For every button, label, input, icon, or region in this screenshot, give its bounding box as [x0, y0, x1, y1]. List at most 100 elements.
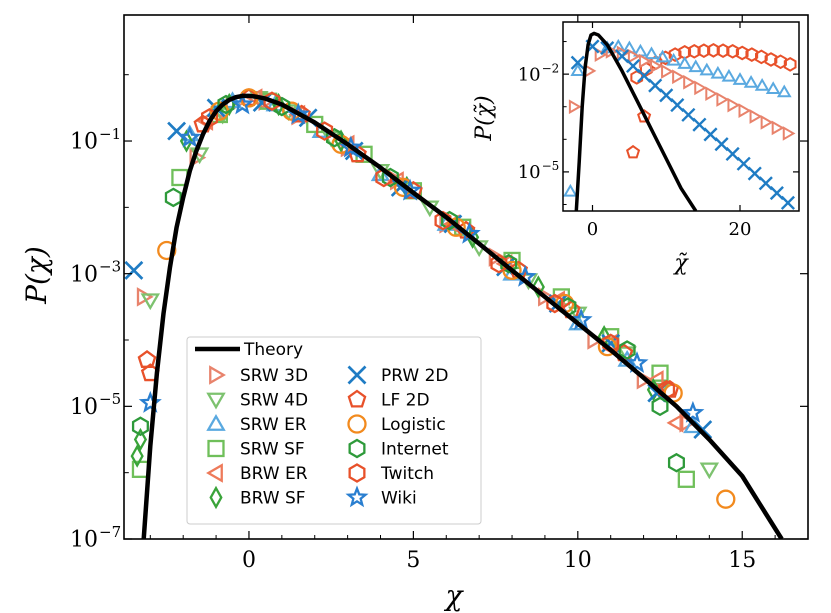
inset-x-tick-label-1: 20	[729, 219, 752, 240]
legend-entry-internet: Internet	[348, 438, 449, 460]
inset-srw-3d-point-16	[749, 109, 763, 124]
legend-swatch-internet-point-0	[348, 438, 366, 459]
inset-srw-3d-point-12	[705, 86, 719, 102]
main-y-tick-label-2: 10−3	[70, 257, 121, 287]
legend-swatch-srw-4d-point-0	[206, 392, 226, 410]
legend-label-wiki: Wiki	[381, 489, 417, 509]
inset-srw-er-point-7	[655, 49, 670, 63]
inset-prw-2d-point-17	[769, 186, 784, 201]
main-brw-sf-point-1	[133, 427, 148, 452]
main-internet-point-10	[651, 396, 669, 417]
legend-label-srw-4d: SRW 4D	[240, 391, 308, 411]
main-srw-4d-point-0	[140, 293, 161, 311]
inset-srw-3d-point-9	[672, 69, 685, 85]
legend-entry-brw-er: BRW ER	[206, 463, 308, 484]
legend-swatch-srw-3d-point-0	[209, 365, 226, 385]
inset-twitch-point-13	[755, 49, 768, 65]
inset-prw-2d-point-6	[648, 78, 663, 93]
legend-swatch-brw-sf-point-0	[209, 485, 223, 510]
inset-plot-area	[563, 31, 797, 211]
main-x-tick-label-0: 0	[242, 548, 256, 573]
main-internet-point-9	[618, 340, 636, 360]
main-srw-3d-point-9	[488, 247, 506, 267]
main-wiki-point-0	[138, 390, 162, 413]
inset-prw-2d-point-11	[703, 127, 718, 142]
inset-prw-2d-point-16	[758, 176, 773, 191]
legend-entry-lf-2d: LF 2D	[347, 389, 430, 411]
inset-prw-2d-point-4	[626, 58, 641, 74]
inset-y-tick-label-1: 10−2	[518, 61, 560, 85]
main-y-axis-label: P(χ)	[20, 246, 53, 305]
inset-srw-er-point-18	[776, 84, 792, 98]
main-theory-curve	[141, 93, 784, 539]
main-internet-point-11	[667, 452, 685, 473]
inset-srw-er-point-11	[699, 62, 715, 76]
inset-srw-3d-point-15	[738, 103, 752, 119]
inset-srw-er-point-15	[743, 75, 759, 88]
inset-srw-3d-point-10	[683, 74, 696, 90]
inset-prw-2d-point-10	[692, 117, 707, 132]
main-internet-point-0	[131, 416, 149, 437]
legend-entry-wiki: Wiki	[345, 485, 417, 509]
legend-label-lf-2d: LF 2D	[381, 391, 430, 411]
inset-frame	[562, 21, 800, 212]
inset-srw-er-point-14	[732, 72, 748, 85]
inset-srw-er-point-1	[570, 63, 586, 77]
inset-prw-2d-point-9	[681, 107, 696, 122]
legend-label-internet: Internet	[381, 440, 449, 460]
legend-label-brw-sf: BRW SF	[240, 489, 306, 509]
inset-srw-er-point-8	[666, 52, 681, 66]
main-internet-point-4	[325, 127, 343, 148]
legend-swatch-twitch-point-0	[348, 463, 366, 483]
legend-swatch-srw-er-point-0	[206, 414, 226, 431]
main-y-tick-label-3: 10−1	[70, 125, 121, 155]
legend-entry-twitch: Twitch	[348, 463, 434, 484]
legend-label-srw-sf: SRW SF	[240, 440, 305, 460]
main-brw-sf-point-0	[130, 444, 144, 468]
legend-entry-srw-3d: SRW 3D	[209, 365, 308, 386]
inset-ticks: 0 20 10−5 10−2	[518, 22, 799, 240]
main-twitch-point-5	[490, 253, 508, 274]
legend-entry-srw-sf: SRW SF	[207, 440, 305, 460]
legend-label-brw-er: BRW ER	[240, 464, 308, 484]
inset-x-axis-label: χ̃	[672, 251, 689, 276]
legend-entry-logistic: Logistic	[347, 414, 446, 435]
inset-srw-er-point-17	[765, 81, 781, 94]
legend-entry-srw-4d: SRW 4D	[206, 391, 308, 411]
inset-srw-3d-point-2	[594, 47, 608, 62]
legend-entry-theory: Theory	[195, 340, 303, 360]
inset-twitch-point-16	[783, 57, 797, 72]
inset-srw-3d-point-7	[650, 58, 663, 74]
inset-series-srw-er	[563, 38, 792, 197]
legend-swatch-logistic-point-0	[347, 414, 367, 434]
main-x-tick-label-2: 10	[564, 548, 592, 573]
inset-srw-3d-point-8	[661, 64, 674, 79]
main-x-axis-label: χ	[444, 579, 465, 612]
main-logistic-point-0	[157, 240, 177, 261]
legend-swatch-brw-er-point-0	[206, 463, 223, 483]
legend-swatch-wiki-point-0	[345, 485, 369, 508]
legend-swatch-prw-2d-point-0	[347, 365, 367, 385]
legend-entries: Theory SRW 3D SRW 4D SRW ER SRW SF BRW ER BRW …	[195, 340, 449, 510]
inset-prw-2d-point-7	[659, 88, 674, 103]
legend-swatch-lf-2d-point-0	[347, 389, 367, 408]
inset-srw-3d-point-19	[782, 126, 796, 141]
inset-prw-2d-point-14	[736, 156, 751, 171]
main-twitch-point-4	[434, 210, 452, 231]
legend-label-theory: Theory	[243, 340, 303, 360]
main-logistic-point-11	[716, 489, 736, 509]
inset-plot: 0 20 10−5 10−2 χ̃ P(χ̃)	[472, 21, 800, 276]
legend-entry-srw-er: SRW ER	[206, 414, 307, 435]
inset-srw-er-point-13	[721, 68, 737, 82]
legend-box	[186, 336, 482, 525]
inset-srw-3d-point-18	[771, 120, 785, 136]
inset-twitch-point-4	[668, 47, 682, 62]
inset-prw-2d-point-0	[570, 55, 585, 70]
inset-y-tick-label-0: 10−5	[518, 159, 560, 183]
inset-theory-curve	[574, 31, 698, 211]
inset-prw-2d-point-18	[780, 195, 795, 210]
legend-entry-brw-sf: BRW SF	[209, 485, 306, 510]
inset-twitch-point-6	[687, 43, 701, 59]
main-logistic-point-9	[597, 336, 618, 357]
